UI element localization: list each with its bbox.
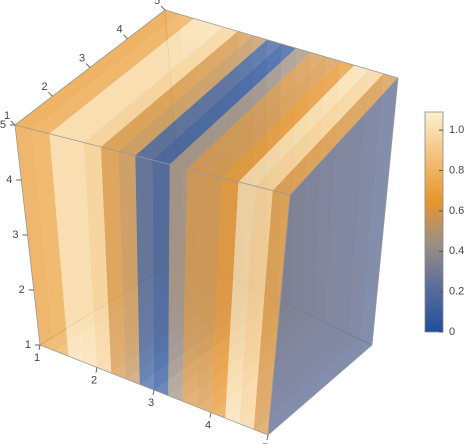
slab-front (168, 164, 187, 402)
y-tick-label: 5 (154, 0, 160, 7)
z-tick-label: 4 (6, 174, 12, 186)
z-tick-label: 3 (12, 229, 18, 241)
x-tick (152, 389, 155, 396)
x-tick (266, 434, 269, 441)
y-tick-label: 3 (79, 52, 85, 64)
y-tick (48, 91, 53, 97)
slab-front (182, 168, 205, 407)
slab-front (211, 177, 239, 419)
x-tick-label: 2 (91, 374, 97, 386)
colorbar-tick-label: 0.6 (449, 205, 464, 217)
right-face (268, 78, 398, 435)
slab-front (225, 181, 256, 424)
slab-top (255, 69, 384, 191)
box-edge (267, 194, 291, 436)
x-tick-label: 3 (148, 397, 154, 409)
slab-front (152, 160, 170, 396)
slab-top (238, 65, 369, 187)
y-tick-label: 4 (116, 24, 122, 36)
x-tick-label: 5 (262, 442, 268, 444)
slab-top (186, 52, 326, 174)
slab-top (221, 61, 355, 182)
colorbar-tick-label: 0.2 (449, 286, 464, 298)
box-edge (164, 9, 399, 79)
slab-top (15, 10, 180, 130)
slab-top (272, 73, 398, 195)
colorbar (424, 111, 444, 333)
slab-top (169, 48, 311, 169)
y-tick-label: 2 (41, 81, 47, 93)
y-tick (85, 63, 91, 68)
slab-top (83, 27, 238, 147)
slab-front (135, 155, 154, 390)
slab-front (32, 129, 69, 357)
box-edge (14, 124, 291, 196)
slab-front (196, 173, 222, 413)
x-tick (95, 367, 98, 373)
box-edge (267, 344, 373, 436)
box-edge (371, 77, 399, 346)
x-tick (38, 344, 41, 351)
slab-front (239, 186, 273, 430)
slab-top (66, 22, 224, 143)
slab-top (152, 44, 297, 165)
slab-front (15, 125, 55, 351)
slab-front (118, 151, 140, 385)
y-tick (123, 34, 128, 40)
box-edge (289, 77, 399, 196)
slab-top (118, 35, 267, 156)
slab-front (100, 146, 126, 379)
slab-front (49, 133, 83, 362)
slab-front (66, 138, 97, 368)
slab-front (253, 190, 290, 435)
slab-top (49, 18, 209, 139)
y-tick-label: 1 (4, 110, 10, 122)
slab-top (32, 14, 195, 134)
x-tick-label: 1 (34, 352, 40, 364)
x-tick-label: 4 (205, 419, 211, 431)
z-tick-label: 1 (25, 339, 31, 351)
slab-front (83, 142, 112, 374)
colorbar-tick-label: 0 (449, 326, 455, 338)
slab-top (204, 56, 340, 178)
colorbar-tick-label: 0.4 (449, 245, 464, 257)
z-tick-label: 2 (19, 284, 25, 296)
y-tick (10, 120, 16, 126)
colorbar-tick-label: 1.0 (449, 124, 464, 136)
colorbar-tick-label: 0.8 (449, 164, 464, 176)
slab-top (100, 31, 253, 152)
z-tick-label: 5 (0, 119, 6, 131)
y-tick (160, 5, 166, 11)
slab-top (135, 39, 282, 160)
x-tick (209, 412, 212, 418)
